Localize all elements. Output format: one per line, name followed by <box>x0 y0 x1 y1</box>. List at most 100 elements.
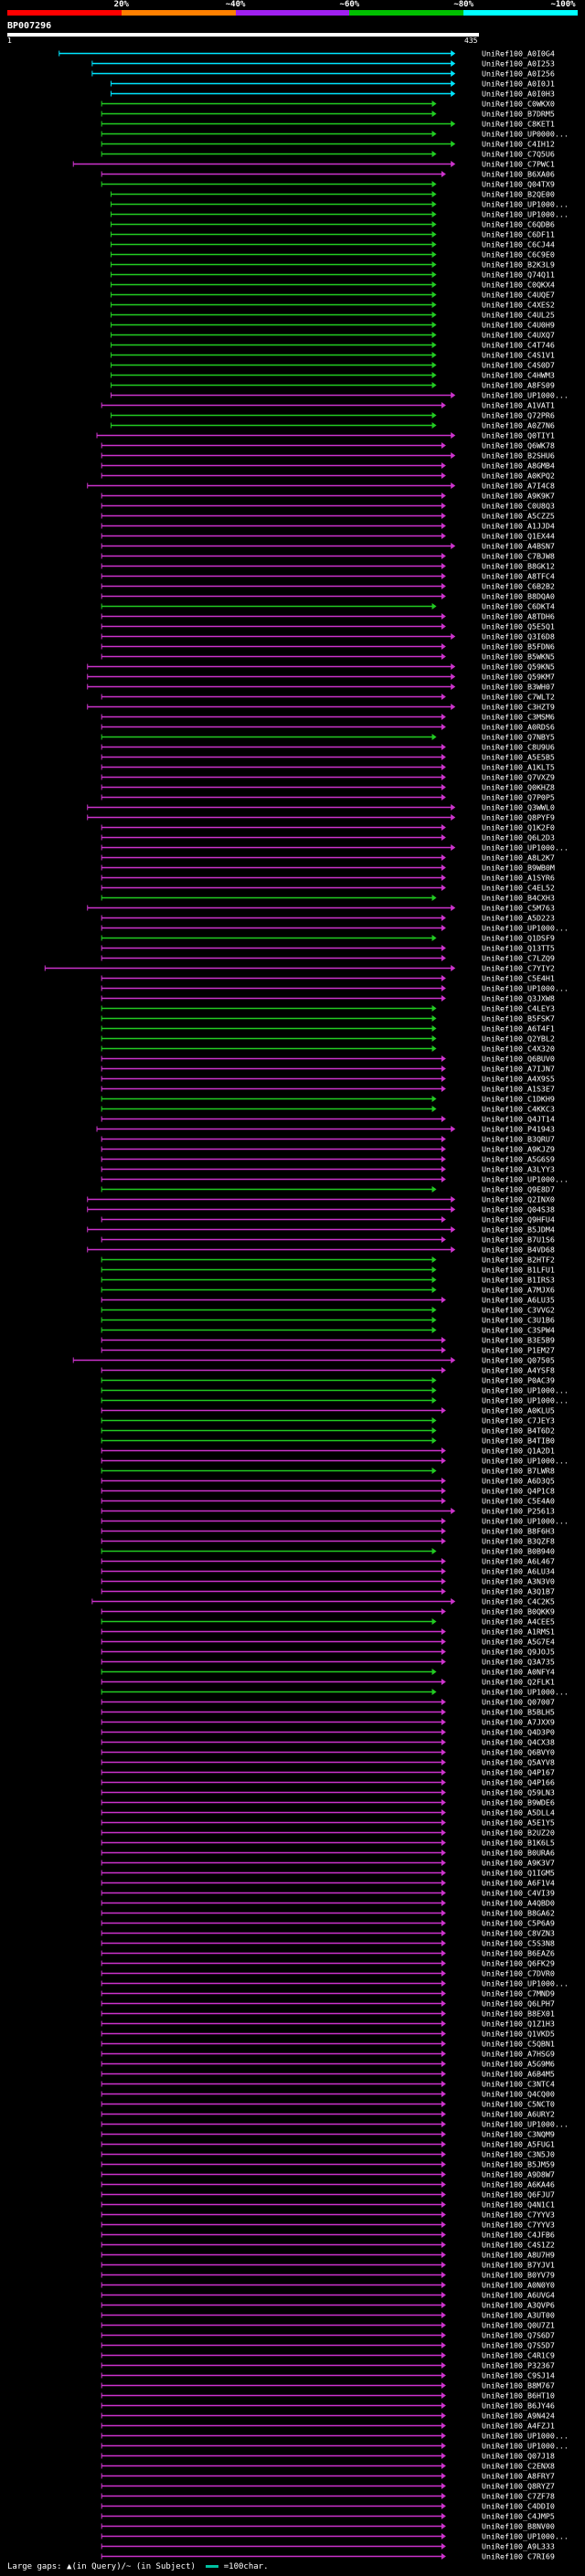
hit-label[interactable]: UniRef100_A6UVG4 <box>482 2291 555 2300</box>
hit-label[interactable]: UniRef100_Q72PR6 <box>482 411 555 420</box>
hit-label[interactable]: UniRef100_P0AC39 <box>482 1376 555 1385</box>
hit-label[interactable]: UniRef100_A6LU34 <box>482 1567 555 1576</box>
hit-label[interactable]: UniRef100_A5G9M6 <box>482 2060 555 2069</box>
hit-label[interactable]: UniRef100_C8U9U6 <box>482 743 555 752</box>
hit-row[interactable]: UniRef100_B5JM59 <box>101 2160 555 2169</box>
hit-row[interactable]: UniRef100_A4FZJ1 <box>101 2422 555 2431</box>
hit-row[interactable]: UniRef100_A0I0H3 <box>111 90 555 99</box>
hit-label[interactable]: UniRef100_Q2FLK1 <box>482 1678 555 1687</box>
hit-row[interactable]: UniRef100_C5NCT0 <box>101 2100 555 2109</box>
hit-row[interactable]: UniRef100_A5G7E4 <box>101 1638 555 1647</box>
hit-row[interactable]: UniRef100_A3LYY3 <box>101 1165 555 1174</box>
hit-row[interactable]: UniRef100_B2SHU6 <box>101 451 555 461</box>
hit-row[interactable]: UniRef100_C4R1C9 <box>101 2351 555 2360</box>
hit-row[interactable]: UniRef100_Q4P1C8 <box>101 1487 555 1496</box>
hit-row[interactable]: UniRef100_C0WKX0 <box>101 100 555 109</box>
hit-label[interactable]: UniRef100_C3N5J0 <box>482 2150 555 2159</box>
hit-label[interactable]: UniRef100_Q07J18 <box>482 2452 555 2461</box>
hit-row[interactable]: UniRef100_C4S0D7 <box>111 361 555 370</box>
hit-row[interactable]: UniRef100_Q6L2D3 <box>101 833 555 843</box>
hit-row[interactable]: UniRef100_UP1000... <box>101 984 569 993</box>
hit-row[interactable]: UniRef100_B2QE00 <box>111 190 555 199</box>
hit-row[interactable]: UniRef100_A0N0Y0 <box>101 2281 555 2290</box>
hit-label[interactable]: UniRef100_Q04S38 <box>482 1205 555 1214</box>
hit-label[interactable]: UniRef100_B2QE00 <box>482 190 555 199</box>
hit-row[interactable]: UniRef100_UP1000... <box>101 2120 569 2129</box>
hit-label[interactable]: UniRef100_A5DLL4 <box>482 1808 555 1818</box>
hit-row[interactable]: UniRef100_C4KKC3 <box>101 1105 555 1114</box>
hit-row[interactable]: UniRef100_UP1000... <box>111 391 569 400</box>
hit-label[interactable]: UniRef100_B9WDE6 <box>482 1798 555 1807</box>
hit-row[interactable]: UniRef100_C7YIY2 <box>44 964 555 973</box>
hit-label[interactable]: UniRef100_Q4P166 <box>482 1778 555 1787</box>
hit-label[interactable]: UniRef100_Q1DSF9 <box>482 934 555 943</box>
hit-row[interactable]: UniRef100_A5E1Y5 <box>101 1818 555 1828</box>
hit-row[interactable]: UniRef100_B8NV00 <box>101 2522 555 2531</box>
hit-row[interactable]: UniRef100_C4DDI0 <box>101 2502 555 2511</box>
hit-label[interactable]: UniRef100_C7MND9 <box>482 1989 555 1998</box>
hit-label[interactable]: UniRef100_C5P6A9 <box>482 1919 555 1928</box>
hit-row[interactable]: UniRef100_A8L2K7 <box>101 853 555 863</box>
hit-row[interactable]: UniRef100_B4TIB0 <box>101 1436 555 1446</box>
hit-row[interactable]: UniRef100_Q7S6D7 <box>101 2331 555 2340</box>
hit-row[interactable]: UniRef100_Q1IGM5 <box>101 1869 555 1878</box>
hit-row[interactable]: UniRef100_A6LU34 <box>101 1567 555 1576</box>
hit-label[interactable]: UniRef100_B7DRM5 <box>482 110 555 119</box>
hit-label[interactable]: UniRef100_C3NQM9 <box>482 2130 555 2139</box>
hit-label[interactable]: UniRef100_A7I4C8 <box>482 482 555 491</box>
hit-row[interactable]: UniRef100_B3E5B9 <box>101 1336 555 1345</box>
hit-label[interactable]: UniRef100_C4S1V1 <box>482 351 555 360</box>
hit-label[interactable]: UniRef100_B4VD68 <box>482 1246 555 1255</box>
hit-row[interactable]: UniRef100_A0I0G4 <box>58 49 555 58</box>
hit-label[interactable]: UniRef100_A0I253 <box>482 59 555 69</box>
hit-row[interactable]: UniRef100_P0AC39 <box>101 1376 555 1385</box>
hit-row[interactable]: UniRef100_C7Q5U6 <box>101 150 555 159</box>
hit-row[interactable]: UniRef100_A1S3E7 <box>101 1085 555 1094</box>
hit-label[interactable]: UniRef100_C4DDI0 <box>482 2502 555 2511</box>
hit-row[interactable]: UniRef100_Q72PR6 <box>111 411 555 420</box>
hit-row[interactable]: UniRef100_C4U0H9 <box>111 321 555 330</box>
hit-label[interactable]: UniRef100_C4EL52 <box>482 884 555 893</box>
hit-label[interactable]: UniRef100_Q1VKD5 <box>482 2030 555 2039</box>
hit-label[interactable]: UniRef100_UP1000... <box>482 200 569 209</box>
hit-row[interactable]: UniRef100_B8GK12 <box>101 562 555 571</box>
hit-row[interactable]: UniRef100_Q04S38 <box>87 1205 555 1214</box>
hit-label[interactable]: UniRef100_C0U8Q3 <box>482 502 555 511</box>
hit-row[interactable]: UniRef100_A3N3V0 <box>101 1577 555 1586</box>
hit-label[interactable]: UniRef100_UP1000... <box>482 1517 569 1526</box>
hit-label[interactable]: UniRef100_A0I0G4 <box>482 49 555 58</box>
hit-label[interactable]: UniRef100_C5E4A0 <box>482 1497 555 1506</box>
hit-row[interactable]: UniRef100_A4QBD0 <box>101 1899 555 1908</box>
hit-row[interactable]: UniRef100_C3U1B6 <box>101 1316 555 1325</box>
hit-row[interactable]: UniRef100_UP0000... <box>101 130 569 139</box>
hit-label[interactable]: UniRef100_C6B2B2 <box>482 582 555 591</box>
hit-row[interactable]: UniRef100_B4T6D2 <box>101 1426 555 1436</box>
hit-label[interactable]: UniRef100_C7YYV3 <box>482 2221 555 2230</box>
hit-row[interactable]: UniRef100_A6L467 <box>101 1557 555 1566</box>
hit-row[interactable]: UniRef100_Q2INX0 <box>87 1195 555 1204</box>
hit-label[interactable]: UniRef100_B6EAZ6 <box>482 1949 555 1958</box>
hit-label[interactable]: UniRef100_A0I0J1 <box>482 80 555 89</box>
hit-row[interactable]: UniRef100_Q6BUV0 <box>101 1055 555 1064</box>
hit-row[interactable]: UniRef100_C3SPW4 <box>101 1326 555 1335</box>
hit-label[interactable]: UniRef100_A9KJZ9 <box>482 1145 555 1154</box>
hit-label[interactable]: UniRef100_C8VZN3 <box>482 1929 555 1938</box>
hit-row[interactable]: UniRef100_Q6LPH7 <box>101 1999 555 2009</box>
hit-label[interactable]: UniRef100_A0Z7N6 <box>482 421 555 430</box>
hit-label[interactable]: UniRef100_UP1000... <box>482 1979 569 1988</box>
hit-row[interactable]: UniRef100_A9KJZ9 <box>101 1145 555 1154</box>
hit-label[interactable]: UniRef100_B5JM59 <box>482 2160 555 2169</box>
hit-label[interactable]: UniRef100_Q9JOJ5 <box>482 1648 555 1657</box>
hit-label[interactable]: UniRef100_C5NCT0 <box>482 2100 555 2109</box>
hit-label[interactable]: UniRef100_C5M763 <box>482 904 555 913</box>
hit-row[interactable]: UniRef100_A1SYR6 <box>101 874 555 883</box>
hit-row[interactable]: UniRef100_A9N424 <box>101 2412 555 2421</box>
hit-label[interactable]: UniRef100_Q1K2F0 <box>482 823 555 832</box>
hit-label[interactable]: UniRef100_A4CEE5 <box>482 1617 555 1627</box>
hit-label[interactable]: UniRef100_A3UT00 <box>482 2311 555 2320</box>
hit-label[interactable]: UniRef100_A0KLU5 <box>482 1406 555 1415</box>
hit-row[interactable]: UniRef100_B2UZ20 <box>101 1829 555 1838</box>
hit-row[interactable]: UniRef100_A6KA46 <box>101 2180 555 2189</box>
hit-row[interactable]: UniRef100_A0Z7N6 <box>111 421 555 430</box>
hit-label[interactable]: UniRef100_Q1EX44 <box>482 532 555 541</box>
